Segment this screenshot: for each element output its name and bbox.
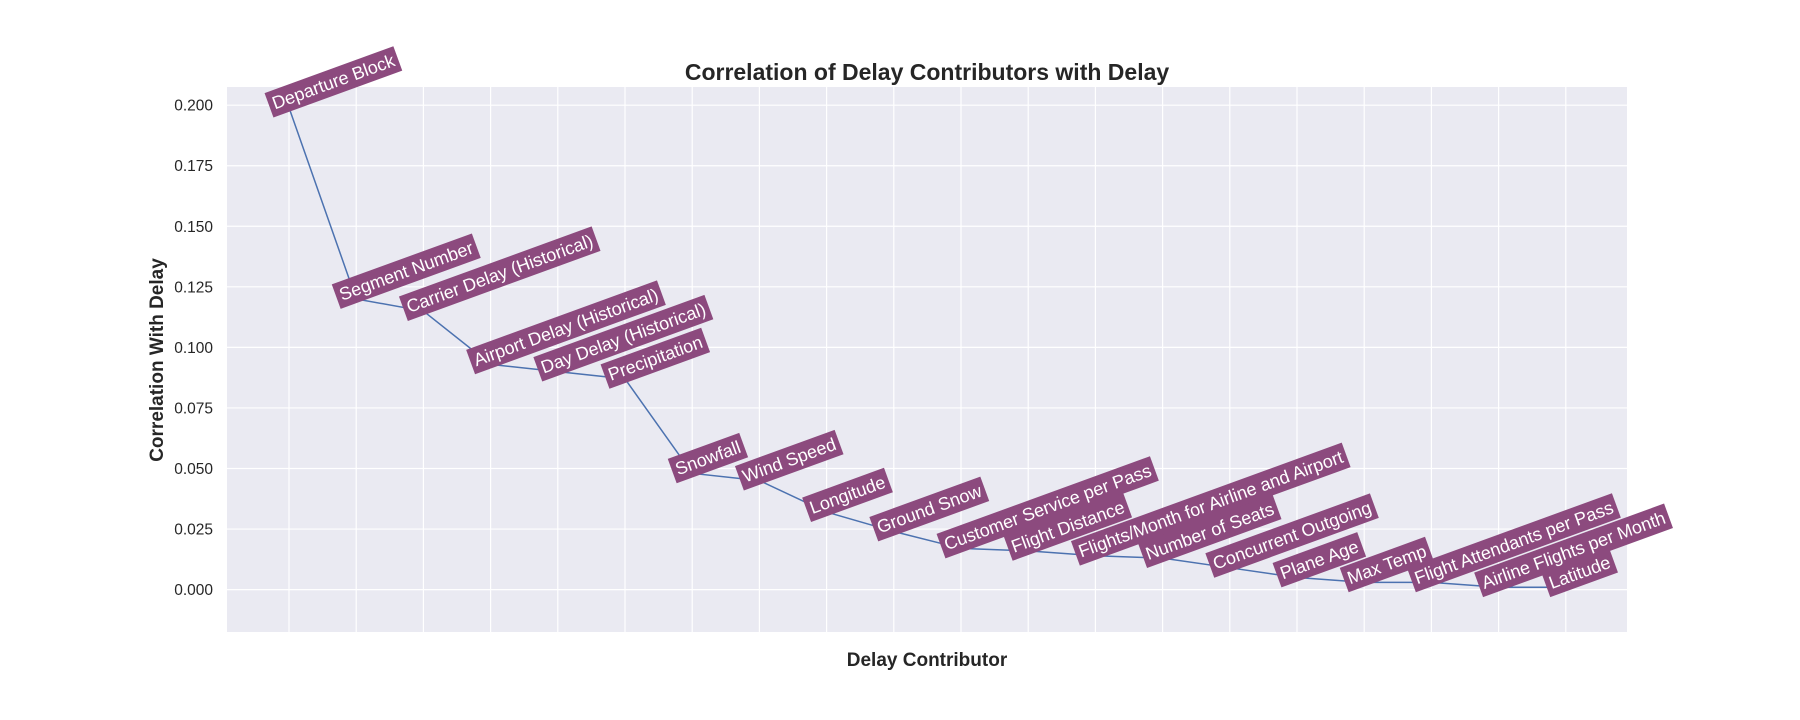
point-label-box <box>802 467 893 523</box>
point-label-box <box>1138 494 1282 569</box>
y-axis-label: Correlation With Delay <box>147 258 168 462</box>
point-label-box <box>1406 493 1621 593</box>
y-tick-label: 0.100 <box>174 340 213 357</box>
point-label-box <box>1339 536 1434 593</box>
point-label-box <box>1541 548 1618 598</box>
point-label-box <box>264 46 403 118</box>
y-tick-label: 0.150 <box>174 219 213 236</box>
point-label-box <box>1272 532 1367 588</box>
point-label-box <box>667 432 749 484</box>
chart-title: Correlation of Delay Contributors with D… <box>685 59 1170 85</box>
y-tick-labels: 0.000 0.025 0.050 0.075 0.100 0.125 0.150 0.175… <box>174 98 213 599</box>
point-label-box <box>1474 503 1673 598</box>
y-tick-label: 0.125 <box>174 279 213 296</box>
y-tick-label: 0.175 <box>174 158 213 175</box>
point-label-box <box>936 456 1159 559</box>
point-label-box <box>533 294 714 382</box>
plot-background <box>227 87 1627 632</box>
point-label-box <box>331 233 481 309</box>
y-tick-label: 0.050 <box>174 461 213 478</box>
x-axis-label: Delay Contributor <box>847 650 1008 671</box>
point-label-box <box>1070 442 1351 566</box>
point-label-box <box>1205 493 1379 578</box>
y-tick-label: 0.200 <box>174 98 213 115</box>
point-label-box <box>869 476 990 542</box>
point-label-box <box>466 280 666 375</box>
point-label-box <box>734 429 844 491</box>
point-label-box <box>1003 492 1133 561</box>
point-label-box <box>398 226 601 321</box>
y-tick-label: 0.075 <box>174 400 213 417</box>
y-tick-label: 0.000 <box>174 582 213 599</box>
point-label-box <box>600 327 711 389</box>
y-tick-label: 0.025 <box>174 522 213 539</box>
